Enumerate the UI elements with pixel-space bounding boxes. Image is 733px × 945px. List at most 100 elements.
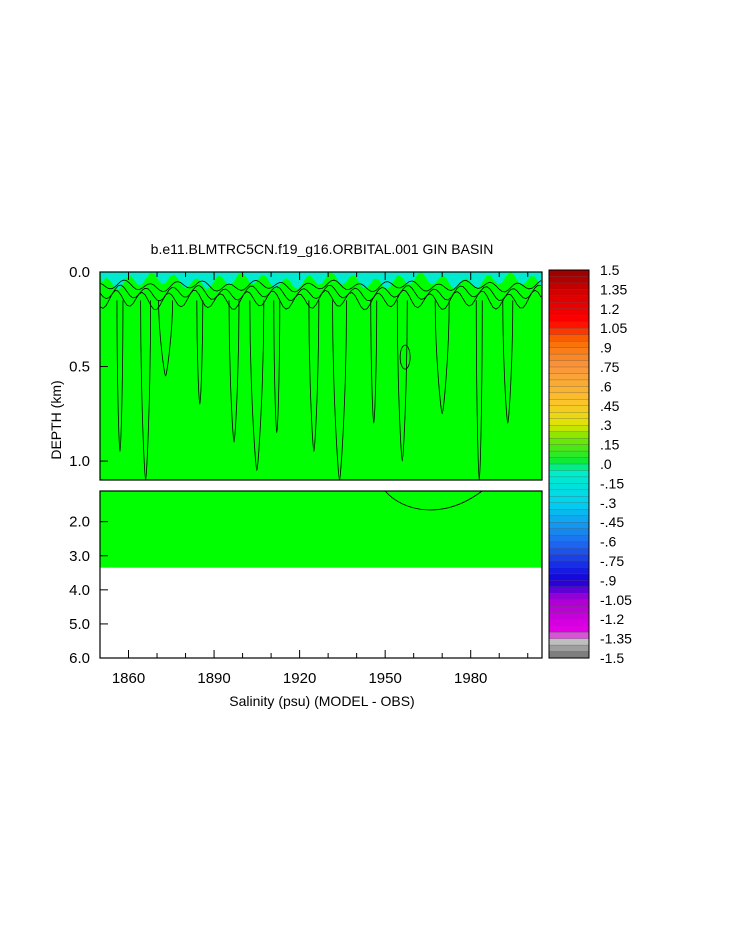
colorbar-swatch [548,360,590,368]
colorbar-swatch [548,619,590,627]
colorbar-label: -1.05 [600,592,632,608]
x-tick-label: 1950 [368,670,401,687]
contour-lines-lower [384,490,483,511]
x-tick-label: 1920 [283,670,316,687]
colorbar-swatch [548,644,590,653]
y-axis-title: DEPTH (km) [48,380,64,459]
colorbar-swatch [548,276,590,284]
colorbar-swatch [548,625,590,633]
colorbar-label: -.75 [600,553,624,569]
contour-line [434,300,450,415]
colorbar-label: .0 [600,456,612,472]
colorbar-swatch [548,651,590,659]
colorbar-swatch [548,586,590,594]
x-tick-label: 1860 [112,670,145,687]
colorbar-swatch [548,573,590,581]
contour-line [502,300,514,424]
colorbar-label: 1.05 [600,320,627,336]
y-tick-label: 5.0 [69,616,90,633]
colorbar-swatch [548,289,590,297]
upper-panel-field [100,272,542,480]
colorbar-swatch [548,483,590,491]
colorbar-swatch [548,496,590,504]
colorbar-swatch [548,515,590,523]
colorbar-swatch [548,282,590,290]
colorbar-label: -.15 [600,475,624,491]
colorbar-swatch [548,334,590,342]
colorbar-swatch [548,631,590,640]
colorbar-swatch [548,437,590,446]
contour-line [249,300,265,471]
colorbar-swatch [548,534,590,543]
lower-panel [99,490,543,659]
colorbar-swatch [548,463,590,472]
colorbar-swatch [548,476,590,484]
colorbar-label: 1.2 [600,301,620,317]
y-tick-label: 4.0 [69,582,90,599]
contour-line [116,300,124,453]
y-tick-label: 6.0 [69,650,90,667]
contour-line [99,279,542,293]
colorbar-label: 1.35 [600,281,627,297]
colorbar-label: .9 [600,340,612,356]
colorbar-swatch [548,412,590,420]
y-tick-label: 0.5 [69,359,90,376]
upper-panel-frame [99,271,543,481]
colorbar-swatch [548,386,590,394]
colorbar-swatch [548,418,590,426]
y-tick-label: 1.0 [69,453,90,470]
colorbar-swatch [548,638,590,646]
colorbar-swatch [548,450,590,459]
colorbar-swatch [548,399,590,407]
contour-line [228,300,240,443]
colorbar-swatch [548,593,590,601]
colorbar-label: .75 [600,359,620,375]
colorbar-swatch [548,547,590,556]
colorbar-swatch [548,353,590,362]
colorbar-swatch [548,347,590,355]
lower-panel-frame [99,490,543,659]
contour-line [99,284,542,302]
colorbar-label: -.3 [600,495,617,511]
colorbar-swatch [548,599,590,607]
colorbar-frame [548,269,590,659]
chart-title: b.e11.BLMTRC5CN.f19_g16.ORBITAL.001 GIN … [151,241,494,257]
contour-line [399,344,411,370]
colorbar-swatch [548,612,590,620]
colorbar-swatch [548,489,590,497]
colorbar-swatch [548,373,590,381]
colorbar-swatch [548,269,590,278]
y-tick-label: 2.0 [69,514,90,531]
colorbar-swatch [548,328,590,336]
lower-panel-field [100,491,542,568]
surface-band [100,272,542,290]
colorbar-swatch [548,560,590,569]
colorbar-swatch [548,606,590,614]
contour-line [99,289,542,311]
surface-layer [100,272,542,290]
colorbar-label: -1.35 [600,631,632,647]
colorbar-swatch [548,457,590,465]
colorbar-swatch [548,444,590,452]
colorbar-label: 1.5 [600,262,620,278]
colorbar-swatch [548,295,590,303]
colorbar-swatch [548,431,590,439]
colorbar: 1.5 1.35 1.2 1.05 .9 .75 .6 .45 .3 .15 .0 -.15 -.3 -.… [548,262,632,666]
colorbar-label: -.45 [600,514,624,530]
colorbar-label: -.6 [600,534,617,550]
colorbar-swatch [548,554,590,562]
colorbar-swatch [548,302,590,310]
colorbar-swatch [548,541,590,549]
colorbar-swatch [548,528,590,536]
colorbar-swatch [548,502,590,510]
y-tick-label: 0.0 [69,264,90,281]
contour-line [158,300,173,377]
colorbar-swatch [548,567,590,575]
colorbar-swatch [548,392,590,400]
colorbar-swatch [548,340,590,349]
upper-panel [99,271,543,481]
colorbar-swatch [548,522,590,530]
colorbar-swatch [548,308,590,316]
contour-line [308,300,320,453]
